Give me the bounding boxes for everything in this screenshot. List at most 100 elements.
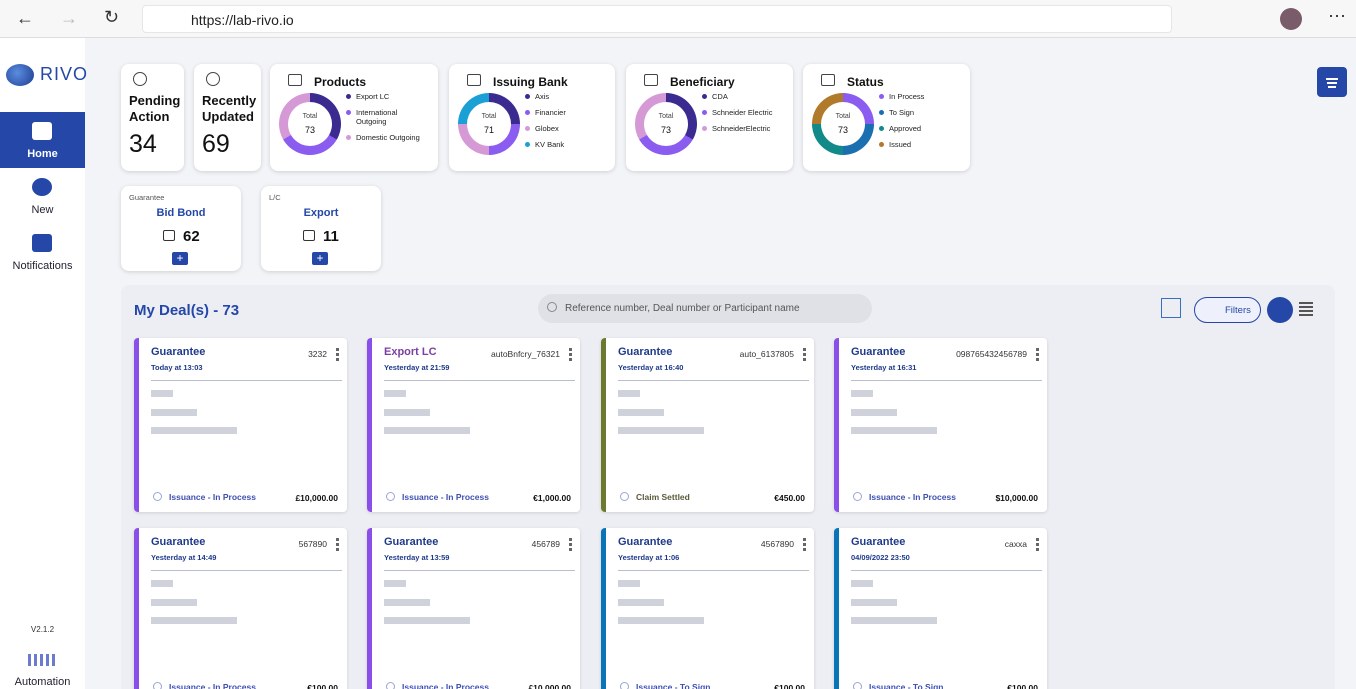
- deal-card[interactable]: Guarantee caxxa 04/09/2022 23:50 Issuance -…: [834, 528, 1047, 689]
- quick-count: 62: [183, 228, 200, 245]
- summary-card[interactable]: Pending Action 34: [121, 64, 184, 171]
- deal-accent: [834, 528, 839, 689]
- menu-toggle[interactable]: [1317, 67, 1347, 97]
- deal-card[interactable]: Guarantee 4567890 Yesterday at 1:06 Issuanc…: [601, 528, 814, 689]
- legend-label: Approved: [889, 124, 922, 133]
- deal-divider: [851, 380, 1042, 381]
- deal-card[interactable]: Guarantee 3232 Today at 13:03 Issuance - In…: [134, 338, 347, 512]
- widget-icon: [644, 74, 658, 86]
- profile-avatar[interactable]: [1280, 8, 1302, 30]
- deal-date: Yesterday at 21:59: [384, 363, 450, 372]
- search-box[interactable]: Reference number, Deal number or Partici…: [538, 294, 872, 323]
- reload-button[interactable]: ↻: [104, 7, 120, 27]
- legend-item: Axis: [525, 92, 607, 101]
- export-excel[interactable]: [1161, 298, 1181, 318]
- quick-name: Bid Bond: [156, 207, 206, 219]
- deal-accent: [134, 338, 139, 512]
- legend-item: CDA: [702, 92, 784, 101]
- legend-item: In Process: [879, 92, 961, 101]
- filters-button[interactable]: Filters: [1194, 297, 1261, 323]
- donut-hole: [644, 102, 688, 146]
- back-button[interactable]: ←: [16, 8, 34, 28]
- deal-date: Yesterday at 13:59: [384, 553, 450, 562]
- deal-menu[interactable]: [569, 348, 572, 361]
- deal-divider: [151, 570, 342, 571]
- donut-total: 73: [837, 125, 848, 135]
- version: V2.1.2: [30, 625, 55, 634]
- legend-label: Export LC: [356, 92, 390, 101]
- donut-total-label: Total: [835, 113, 851, 120]
- deal-menu[interactable]: [803, 538, 806, 551]
- deal-status: Issuance - In Process: [402, 682, 489, 689]
- add-button[interactable]: +: [312, 252, 328, 265]
- legend-dot: [525, 94, 530, 99]
- nav-item[interactable]: New: [0, 168, 85, 224]
- deal-accent: [134, 528, 139, 689]
- forward-button[interactable]: →: [60, 8, 78, 28]
- widget-card[interactable]: Issuing Bank Total 71 Axis Financier Globex KV…: [449, 64, 615, 171]
- legend-item: SchneiderElectric: [702, 124, 784, 133]
- deal-menu[interactable]: [336, 538, 339, 551]
- deal-card[interactable]: Guarantee 456789 Yesterday at 13:59 Issuanc…: [367, 528, 580, 689]
- deal-amount: €1,000.00: [533, 493, 571, 503]
- deal-ref: 567890: [298, 539, 327, 549]
- nav-item[interactable]: Notifications: [0, 224, 85, 280]
- deal-menu[interactable]: [803, 348, 806, 361]
- quick-card[interactable]: Guarantee Bid Bond 62 +: [121, 186, 241, 271]
- widget-card[interactable]: Beneficiary Total 73 CDA Schneider Electric S…: [626, 64, 793, 171]
- legend-label: Financier: [535, 108, 566, 117]
- redacted: [151, 617, 237, 624]
- deal-type: Guarantee: [851, 346, 906, 358]
- widget-icon: [467, 74, 481, 86]
- deal-menu[interactable]: [1036, 538, 1039, 551]
- menu-button[interactable]: ⋯: [1328, 6, 1346, 26]
- deal-ref: caxxa: [1004, 539, 1027, 549]
- quick-card[interactable]: L/C Export 11 +: [261, 186, 381, 271]
- deal-amount: €450.00: [774, 493, 805, 503]
- quick-icon: [303, 230, 315, 241]
- widget-title: Beneficiary: [670, 75, 735, 89]
- deal-menu[interactable]: [336, 348, 339, 361]
- widget-card[interactable]: Products Total 73 Export LC International Ou…: [270, 64, 438, 171]
- widget-card[interactable]: Status Total 73 In Process To Sign Approved Is…: [803, 64, 970, 171]
- deal-amount: $10,000.00: [995, 493, 1038, 503]
- widget-title: Products: [314, 75, 367, 89]
- legend-dot: [702, 126, 707, 131]
- deals-title: My Deal(s) - 73: [134, 302, 240, 319]
- donut-total-label: Total: [481, 113, 497, 120]
- deal-type: Guarantee: [151, 346, 206, 358]
- redacted: [851, 580, 873, 587]
- summary-icon: [206, 72, 220, 86]
- list-view[interactable]: [1299, 302, 1313, 316]
- nav-icon: [32, 234, 52, 252]
- filters-label: Filters: [1225, 305, 1251, 316]
- deal-card[interactable]: Guarantee auto_6137805 Yesterday at 16:40 C…: [601, 338, 814, 512]
- redacted: [384, 580, 406, 587]
- deal-type: Export LC: [384, 346, 437, 358]
- redacted: [851, 409, 897, 416]
- summary-card[interactable]: Recently Updated 69: [194, 64, 261, 171]
- deal-menu[interactable]: [569, 538, 572, 551]
- grid-view[interactable]: [1267, 297, 1293, 323]
- deal-menu[interactable]: [1036, 348, 1039, 361]
- deal-card[interactable]: Guarantee 567890 Yesterday at 14:49 Issuanc…: [134, 528, 347, 689]
- status-icon: [620, 682, 629, 689]
- donut-total-label: Total: [658, 113, 674, 120]
- address-bar[interactable]: https://lab-rivo.io: [142, 5, 1172, 33]
- redacted: [151, 427, 237, 434]
- deal-date: 04/09/2022 23:50: [851, 553, 910, 562]
- deal-ref: 456789: [531, 539, 560, 549]
- deal-amount: €100.00: [307, 683, 338, 689]
- deal-card[interactable]: Export LC autoBnfcry_76321 Yesterday at 21…: [367, 338, 580, 512]
- redacted: [618, 617, 704, 624]
- nav-item[interactable]: Home: [0, 112, 85, 168]
- donut-hole: [467, 102, 511, 146]
- automation[interactable]: Automation: [14, 676, 71, 688]
- deal-card[interactable]: Guarantee 098765432456789 Yesterday at 16:…: [834, 338, 1047, 512]
- nav-label: Notifications: [12, 260, 73, 272]
- deal-date: Today at 13:03: [151, 363, 203, 372]
- quick-category: Guarantee: [129, 193, 165, 202]
- deal-date: Yesterday at 14:49: [151, 553, 217, 562]
- deal-accent: [601, 338, 606, 512]
- add-button[interactable]: +: [172, 252, 188, 265]
